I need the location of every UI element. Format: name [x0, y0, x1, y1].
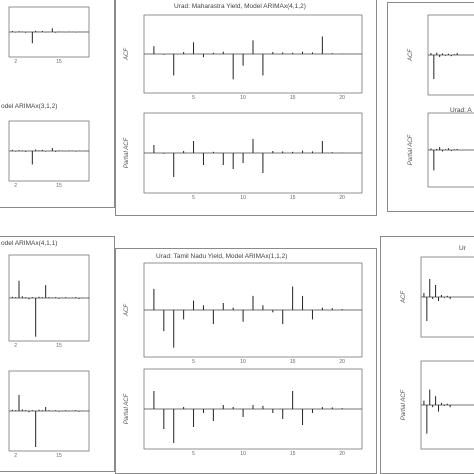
acf-x-tick-label: 2: [14, 343, 17, 349]
panel-title: Ur: [459, 245, 466, 252]
acf-axis-label: ACF: [408, 49, 414, 62]
pacf-axis-label: Partial ACF: [408, 134, 414, 165]
acf-x-tick-label: 20: [339, 359, 345, 365]
chart-svg: ACF Partial ACF: [401, 256, 474, 450]
chart-svg: 5 10 15 20 ACF 5 10 15 20 Partial ACF: [124, 14, 363, 201]
pacf-x-tick-label: 20: [339, 451, 345, 457]
chart-svg: 5 10 15 20 ACF 5 10 15 20 Partial ACF: [124, 262, 363, 457]
acf-x-tick-label: 15: [290, 95, 296, 101]
pacf-axis-label: Partial ACF: [124, 393, 130, 424]
chart-svg: 15 2 15 2: [8, 254, 90, 459]
pacf-x-tick-label: 10: [240, 195, 246, 201]
pacf-x-tick-label: 15: [290, 195, 296, 201]
acf-x-tick-label: 5: [192, 359, 195, 365]
panel-title: odel ARIMAx(4,1,1): [1, 240, 58, 247]
panel-6: Ur ACF Partial ACF: [380, 236, 474, 474]
acf-x-tick-label: 10: [240, 95, 246, 101]
panel-title: odel ARIMAx(3,1,2): [1, 103, 58, 110]
acf-x-tick-label: 15: [56, 59, 62, 65]
acf-x-tick-label: 15: [56, 343, 62, 349]
pacf-x-tick-label: 2: [14, 453, 17, 459]
acf-axis-label: ACF: [124, 304, 130, 317]
chart-svg: ACF Partial ACF: [408, 14, 474, 188]
pacf-x-tick-label: 2: [14, 183, 17, 189]
pacf-x-tick-label: 15: [290, 451, 296, 457]
pacf-axis-label: Partial ACF: [401, 389, 407, 420]
pacf-x-tick-label: 15: [56, 183, 62, 189]
panel-3: Urad: A ACF Partial ACF: [387, 2, 474, 212]
panel-title: Urad: A: [450, 107, 472, 114]
acf-x-tick-label: 10: [240, 359, 246, 365]
panel-2: Urad: Maharastra Yield, Model ARIMAx(4,1…: [115, 0, 377, 216]
pacf-axis-label: Partial ACF: [124, 137, 130, 168]
acf-axis-label: ACF: [124, 48, 130, 61]
panel-1: odel ARIMAx(3,1,2) 15 2 15 2: [0, 0, 115, 208]
panel-title: Urad: Tamil Nadu Yield, Model ARIMAx(1,1…: [156, 253, 288, 260]
acf-x-tick-label: 15: [290, 359, 296, 365]
pacf-x-tick-label: 20: [339, 195, 345, 201]
panel-5: Urad: Tamil Nadu Yield, Model ARIMAx(1,1…: [115, 248, 377, 474]
panel-4: odel ARIMAx(4,1,1) 15 2 15 2: [0, 236, 115, 472]
acf-axis-label: ACF: [401, 291, 407, 304]
pacf-x-tick-label: 15: [56, 453, 62, 459]
panel-title: Urad: Maharastra Yield, Model ARIMAx(4,1…: [174, 3, 306, 10]
pacf-x-tick-label: 5: [192, 451, 195, 457]
pacf-x-tick-label: 10: [240, 451, 246, 457]
acf-x-tick-label: 5: [192, 95, 195, 101]
acf-x-tick-label: 20: [339, 95, 345, 101]
chart-svg: 15 2 15 2: [8, 6, 90, 189]
pacf-x-tick-label: 5: [192, 195, 195, 201]
acf-x-tick-label: 2: [14, 59, 17, 65]
